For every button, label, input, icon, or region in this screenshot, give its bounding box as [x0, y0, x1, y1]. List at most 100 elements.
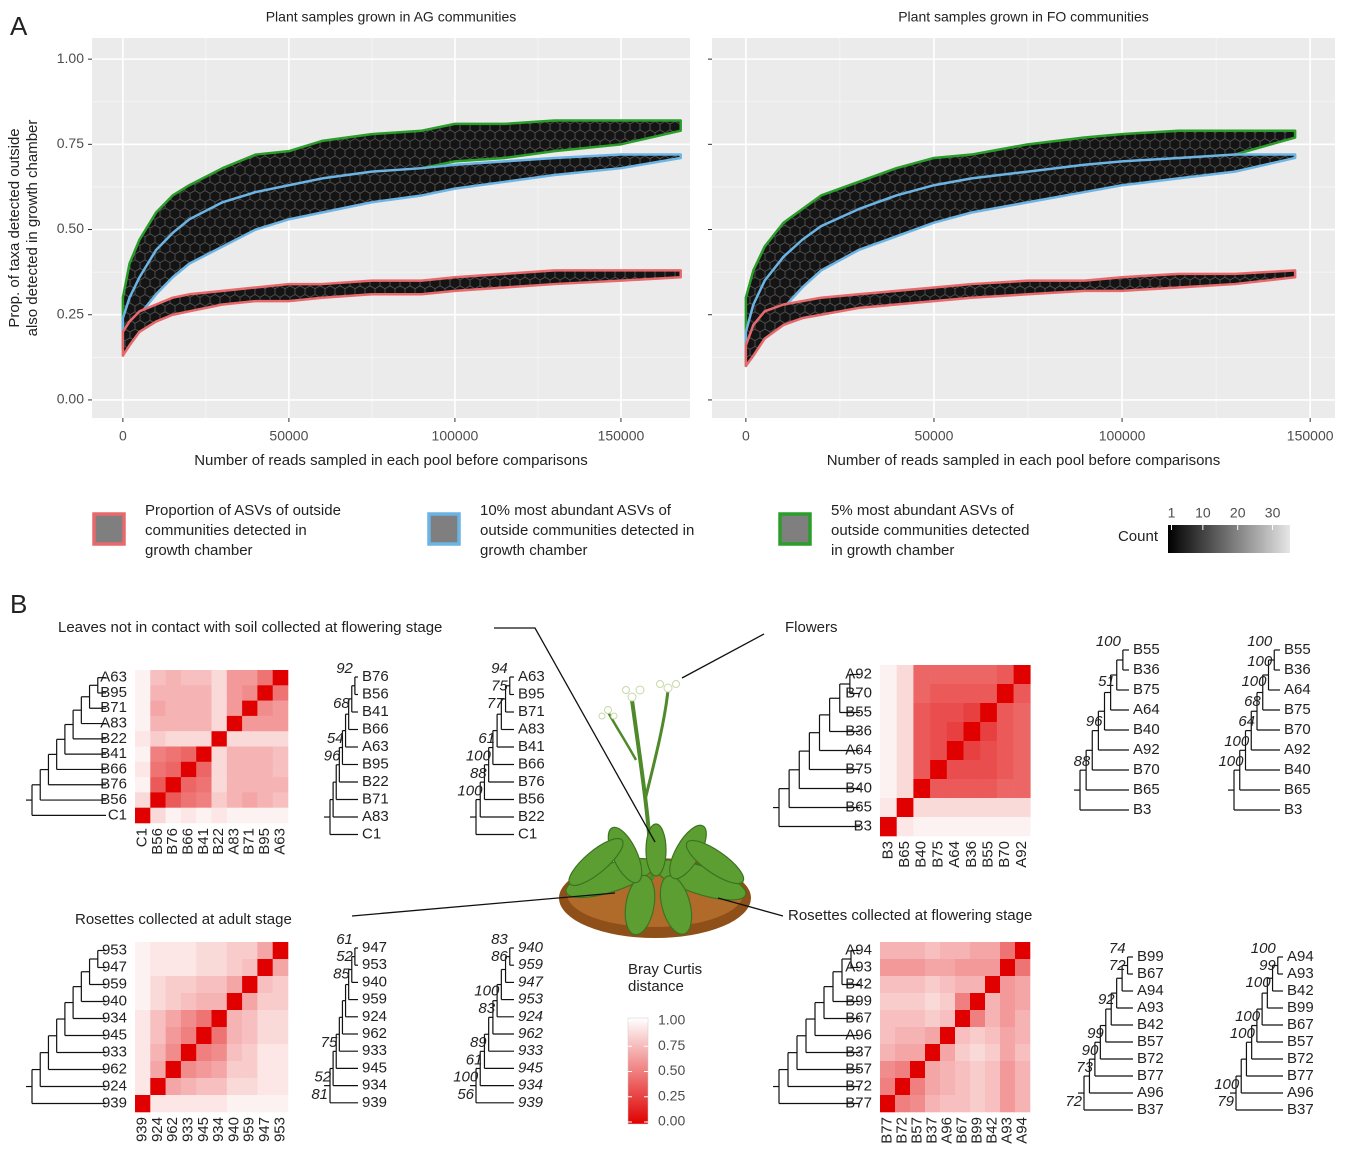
tree-label: A63 — [518, 668, 545, 685]
tree-label: B37 — [1287, 1101, 1314, 1118]
heatmap-cell — [257, 976, 273, 993]
heatmap-cell — [940, 942, 955, 959]
heatmap-cell — [1014, 665, 1031, 684]
colorbar-tick-label: 1 — [1168, 505, 1176, 521]
bootstrap-support: 100 — [453, 1069, 479, 1086]
heatmap-cell — [181, 747, 197, 763]
tree-label: B65 — [1284, 781, 1311, 798]
heatmap-cell — [166, 777, 182, 793]
heatmap-cell — [1015, 942, 1030, 959]
bootstrap-support: 100 — [1246, 974, 1272, 991]
heatmap-cell — [970, 1095, 985, 1112]
legend-label: 10% most abundant ASVs of — [480, 502, 672, 519]
heatmap-cell — [940, 1061, 955, 1078]
heatmap-cell — [181, 685, 197, 701]
heatmap-cell — [181, 942, 197, 959]
bootstrap-support: 88 — [470, 765, 487, 782]
tree-label: B75 — [1133, 681, 1160, 698]
heatmap-cell — [150, 808, 166, 824]
heatmap-cell — [257, 792, 273, 808]
heatmap-cell — [227, 976, 243, 993]
heatmap-cell — [227, 1061, 243, 1078]
tree-label: A93 — [1137, 999, 1164, 1016]
column-label: B75 — [929, 841, 946, 868]
x-tick-label: 100000 — [432, 428, 479, 444]
bootstrap-support: 100 — [1247, 633, 1273, 650]
heatmap-cell — [150, 1078, 166, 1095]
page: { "panel_labels": ["A", "B"], "chart_dat… — [0, 0, 1355, 1153]
heatmap-cell — [227, 942, 243, 959]
heatmap-cell — [227, 747, 243, 763]
heatmap-cell — [273, 670, 289, 686]
heatmap-cell — [150, 716, 166, 732]
heatmap-cell — [1000, 976, 1015, 993]
tree-label: C1 — [362, 825, 381, 842]
heatmap-cell — [273, 731, 289, 747]
heatmap-cell — [913, 798, 930, 817]
bootstrap-support: 64 — [1238, 713, 1255, 730]
heatmap-cell — [930, 703, 947, 722]
bootstrap-support: 100 — [466, 747, 492, 764]
tree-label: B76 — [518, 773, 545, 790]
heatmap-cell — [196, 959, 212, 976]
heatmap-cell — [925, 959, 940, 976]
heatmap-cell — [257, 716, 273, 732]
bootstrap-support: 52 — [336, 948, 353, 965]
heatmap-cell — [273, 1061, 289, 1078]
heatmap-cell — [897, 703, 914, 722]
heatmap-cell — [985, 942, 1000, 959]
bootstrap-support: 81 — [311, 1086, 328, 1103]
tree-label: 947 — [518, 973, 544, 990]
heatmap-cell — [985, 976, 1000, 993]
colorbar-tick-label: 0.50 — [658, 1062, 685, 1078]
tree-label: B22 — [362, 773, 389, 790]
heatmap-cell — [242, 1010, 258, 1027]
heatmap-cell — [913, 722, 930, 741]
heatmap-cell — [970, 1044, 985, 1061]
heatmap-cell — [910, 1010, 925, 1027]
x-tick-label: 50000 — [914, 428, 953, 444]
heatmap-cell — [150, 1010, 166, 1027]
heatmap-cell — [925, 993, 940, 1010]
column-label: 953 — [271, 1117, 288, 1142]
heatmap-cell — [196, 762, 212, 778]
heatmap-cell — [273, 1095, 289, 1112]
heatmap-cell — [970, 1078, 985, 1095]
tree-label: A96 — [1287, 1084, 1314, 1101]
heatmap-cell — [135, 1095, 151, 1112]
heatmap-cell — [955, 1044, 970, 1061]
heatmap-cell — [135, 777, 151, 793]
heatmap-cell — [997, 703, 1014, 722]
colorbar-tick-label: 20 — [1230, 505, 1246, 521]
tree-label: 959 — [362, 991, 387, 1008]
heatmap-cell — [895, 1061, 910, 1078]
heatmap-cell — [964, 817, 981, 836]
heatmap-cell — [947, 798, 964, 817]
heatmap-cell — [257, 1061, 273, 1078]
bootstrap-support: 56 — [457, 1086, 474, 1103]
heatmap-cell — [150, 777, 166, 793]
heatmap-cell — [1015, 993, 1030, 1010]
heatmap-cell — [273, 993, 289, 1010]
heatmap-cell — [257, 670, 273, 686]
heatmap-cell — [980, 703, 997, 722]
column-label: B3 — [879, 841, 896, 859]
bootstrap-support: 85 — [333, 965, 350, 982]
tree-label: B3 — [1133, 801, 1151, 818]
bootstrap-support: 68 — [333, 695, 350, 712]
heatmap-cell — [910, 942, 925, 959]
bootstrap-support: 100 — [1241, 673, 1267, 690]
bootstrap-support: 86 — [491, 948, 508, 965]
tree-label: B3 — [1284, 801, 1302, 818]
heatmap-cell — [880, 779, 897, 798]
x-tick-label: 0 — [119, 428, 127, 444]
colorbar-tick-label: 0.00 — [658, 1113, 685, 1129]
heatmap-cell — [895, 1095, 910, 1112]
heatmap-cell — [897, 722, 914, 741]
heatmap-cell — [181, 808, 197, 824]
tree-label: B42 — [1287, 982, 1314, 999]
heatmap-cell — [1015, 1044, 1030, 1061]
heatmap-cell — [150, 685, 166, 701]
heatmap-cell — [997, 779, 1014, 798]
bootstrap-support: 72 — [1065, 1093, 1082, 1110]
